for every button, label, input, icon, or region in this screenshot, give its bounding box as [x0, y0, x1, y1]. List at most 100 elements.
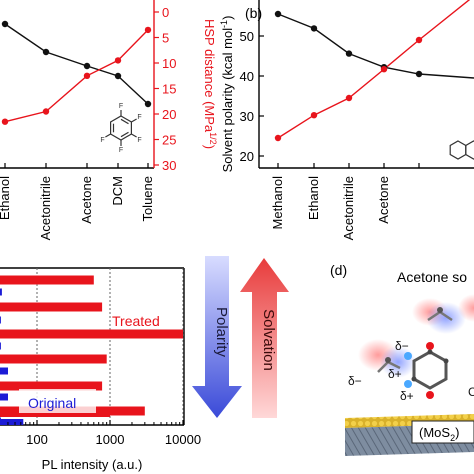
panel-b-black-point	[415, 70, 423, 78]
mos2-label: (MoS2)	[419, 425, 459, 443]
panel-a-red-point	[114, 57, 122, 64]
panel-a-right-tick-label: 20	[162, 107, 176, 122]
panel-b-red-point	[415, 36, 423, 44]
solvation-arrow: Solvation	[240, 258, 289, 418]
panel-b-y-tick-label: 50	[240, 29, 254, 44]
panel-c-original-bar	[0, 393, 8, 401]
panel-a-right-tick-label: 5	[162, 31, 169, 46]
panel-a-black-point	[83, 62, 91, 70]
panel-a-category-label: DCM	[110, 176, 125, 206]
panel-a-right-tick-label: 0	[162, 5, 169, 20]
solvent-cloud-blue	[426, 302, 466, 334]
panel-a-category-label: Ethanol	[0, 176, 12, 220]
oxygen-atom	[426, 391, 434, 399]
solvent-cloud-red	[458, 294, 474, 322]
fluorine-label: F	[119, 147, 123, 154]
carbon-atom	[443, 358, 449, 364]
panel-b-y-tick-label: 30	[240, 109, 254, 124]
panel-a-right-tick-label: 15	[162, 82, 176, 97]
panel-b-category-label: Methanol	[270, 176, 285, 230]
polarity-arrow: Polarity	[192, 256, 242, 418]
panel-a-red-point	[42, 108, 50, 115]
partial-charge-label: δ−	[348, 374, 362, 388]
panel-c-original-bar	[0, 367, 8, 375]
panel-a-category-label: Acetonitrile	[38, 176, 53, 240]
panel-a-red-series-line	[4, 29, 149, 123]
polarity-arrow-label: Polarity	[213, 307, 230, 358]
partial-charge-label: δ+	[388, 367, 402, 381]
panel-b-category-label: Acetonitrile	[341, 176, 356, 240]
panel-b-y-tick-label: 20	[240, 149, 254, 164]
pentafluorobenzene-icon	[105, 110, 137, 146]
panel-b-y-axis-label: Solvent polarity (kcal mol-1)	[219, 16, 235, 173]
panel-a-right-tick-label: 10	[162, 56, 176, 71]
panel-c-x-tick-label: 1000	[96, 432, 125, 447]
partial-charge-label: δ−	[395, 339, 409, 353]
panel-b-red-point	[345, 94, 353, 102]
oxygen-atom	[426, 342, 434, 350]
panel-a-category-label: Toluene	[140, 176, 155, 222]
panel-c-chart: 100 1000 10000 Treated Original PL intensi…	[0, 267, 201, 472]
mos2-label-box	[411, 420, 474, 444]
panel-a-right-tick-label: 25	[162, 133, 176, 148]
legend-treated-label: Treated	[112, 313, 160, 329]
panel-c-x-axis-label: PL intensity (a.u.)	[42, 457, 143, 472]
panel-b-black-point	[274, 10, 282, 18]
panel-d-illustration: (d) Acetone so δ− δ+ δ− δ+ C	[330, 262, 474, 456]
panel-a-red-point	[1, 118, 9, 125]
fluorine-atom	[404, 352, 412, 360]
panel-b-y-tick-label: 40	[240, 69, 254, 84]
solvation-arrow-label: Solvation	[260, 309, 277, 371]
atom	[437, 307, 443, 313]
panel-b-category-label: Acetone	[376, 176, 391, 224]
fluorine-atom	[404, 380, 412, 388]
panel-a-right-tick-label: 30	[162, 158, 176, 173]
panel-c-x-tick-label: 100	[26, 432, 48, 447]
fluorine-label: F	[137, 137, 141, 144]
panel-b-label: (b)	[245, 5, 262, 21]
panel-a-black-point	[1, 20, 9, 28]
panel-b-red-point	[380, 66, 388, 73]
panel-a-right-axis-label: HSP distance (MPa1/2)	[202, 19, 218, 149]
carbon-atom	[411, 376, 417, 382]
partial-charge-label: δ+	[400, 389, 414, 403]
panel-c-treated-bar	[0, 302, 103, 312]
aromatic-molecule-icon	[449, 140, 474, 160]
panel-b-red-point	[310, 112, 318, 119]
panel-c-treated-bar	[0, 381, 103, 391]
original-label-box	[19, 389, 96, 413]
atom	[385, 357, 391, 363]
scene-title: Acetone so	[397, 269, 467, 285]
panel-a-black-series-line	[4, 23, 149, 105]
panel-b-category-label: Ethanol	[306, 176, 321, 220]
panel-b-red-series-line	[277, 0, 471, 139]
panel-b-black-point	[310, 25, 318, 32]
panel-c-x-tick-label: 10000	[165, 432, 201, 447]
panel-c-treated-bar	[0, 354, 107, 364]
panel-c-treated-bar	[0, 275, 94, 285]
panel-c-original-bar	[0, 342, 1, 350]
panel-a-black-point	[42, 48, 50, 56]
legend-original-label: Original	[28, 395, 76, 411]
fluorine-label: F	[119, 103, 123, 110]
fluorine-label: F	[100, 137, 104, 144]
panel-d-label: (d)	[330, 262, 347, 278]
adsorbed-aromatic-molecule	[412, 350, 448, 390]
panel-c-original-bar	[0, 288, 2, 296]
panel-c-original-bar	[0, 316, 1, 324]
panel-a-red-point	[83, 72, 91, 80]
panel-a-chart: 0 5 10 15 20 25 30 Ethanol Acetonitrile Acetone D…	[0, 0, 218, 240]
panel-b-chart: (b) 20 30 40 50 Methanol Ethanol Acetonitrile…	[219, 0, 474, 240]
panel-a-black-point	[144, 100, 152, 108]
panel-a-black-point	[114, 72, 122, 80]
panel-a-category-label: Acetone	[79, 176, 94, 224]
partial-charge-label: C	[468, 385, 474, 399]
panel-b-red-point	[274, 134, 282, 142]
panel-c-treated-bar	[0, 329, 183, 339]
fluorine-label: F	[137, 114, 141, 121]
panel-c-original-bar	[0, 419, 24, 425]
panel-b-black-series-line	[277, 13, 474, 79]
panel-b-black-point	[345, 50, 353, 57]
carbon-atom	[427, 349, 433, 355]
